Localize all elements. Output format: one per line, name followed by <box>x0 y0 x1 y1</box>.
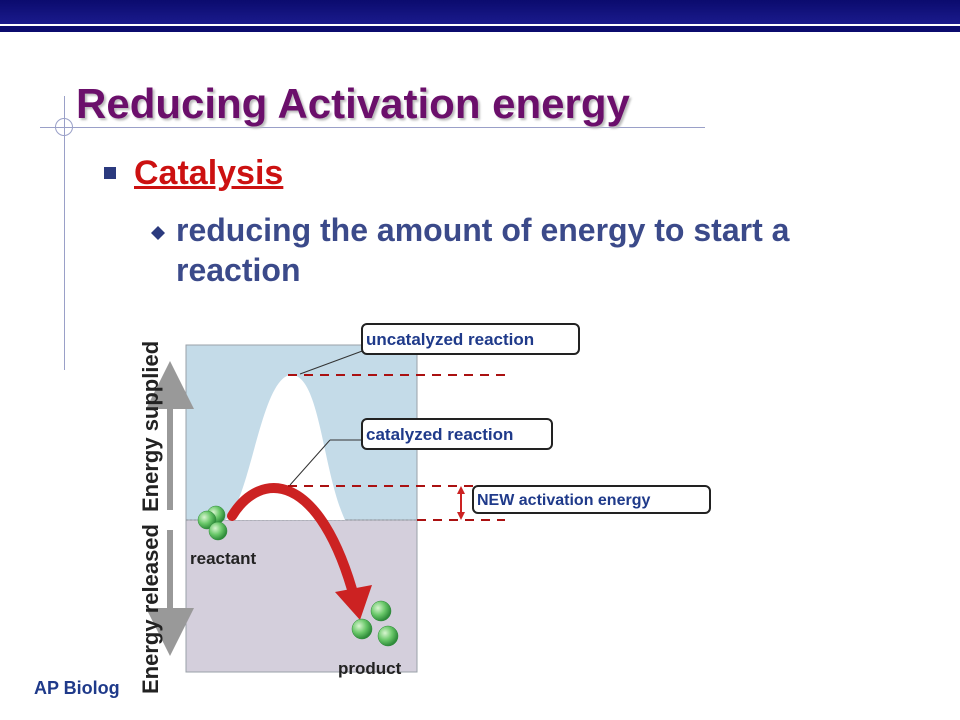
decorative-circle <box>55 118 73 136</box>
diamond-bullet-icon <box>151 226 165 240</box>
energy-released-region <box>185 519 418 673</box>
activation-label-box <box>472 485 711 514</box>
top-bar <box>0 0 960 24</box>
axis-label-energy-supplied: Energy supplied <box>138 341 163 512</box>
uncatalyzed-curve <box>225 374 345 520</box>
product-molecule <box>351 600 399 647</box>
uncatalyzed-leader-line <box>299 349 366 375</box>
bullet-reducing-energy: reducing the amount of energy to start a… <box>176 212 790 288</box>
decorative-horizontal-line <box>40 127 705 128</box>
activation-arrow-bottom <box>457 512 465 520</box>
catalyzed-arrow-head <box>335 585 372 620</box>
catalyzed-label-box <box>361 418 553 450</box>
reactant-label: reactant <box>190 549 256 568</box>
catalyzed-reaction-arrow <box>227 483 360 605</box>
activation-arrow-top <box>457 486 465 494</box>
footer-course-label: AP Biolog <box>34 678 120 698</box>
top-bar-line <box>0 26 960 32</box>
activation-label: NEW activation energy <box>477 492 650 509</box>
bullet-catalysis: Catalysis <box>134 154 284 192</box>
square-bullet-icon <box>104 167 116 179</box>
decorative-vertical-line <box>64 96 65 370</box>
axis-label-energy-released: Energy released <box>138 524 163 694</box>
slide-title: Reducing Activation energy <box>76 80 630 127</box>
reactant-molecule <box>197 505 228 541</box>
product-label: product <box>338 659 402 678</box>
catalyzed-label: catalyzed reaction <box>366 425 513 444</box>
uncatalyzed-label: uncatalyzed reaction <box>366 330 534 349</box>
uncatalyzed-label-box <box>361 323 580 355</box>
catalyzed-leader-line <box>289 439 331 486</box>
